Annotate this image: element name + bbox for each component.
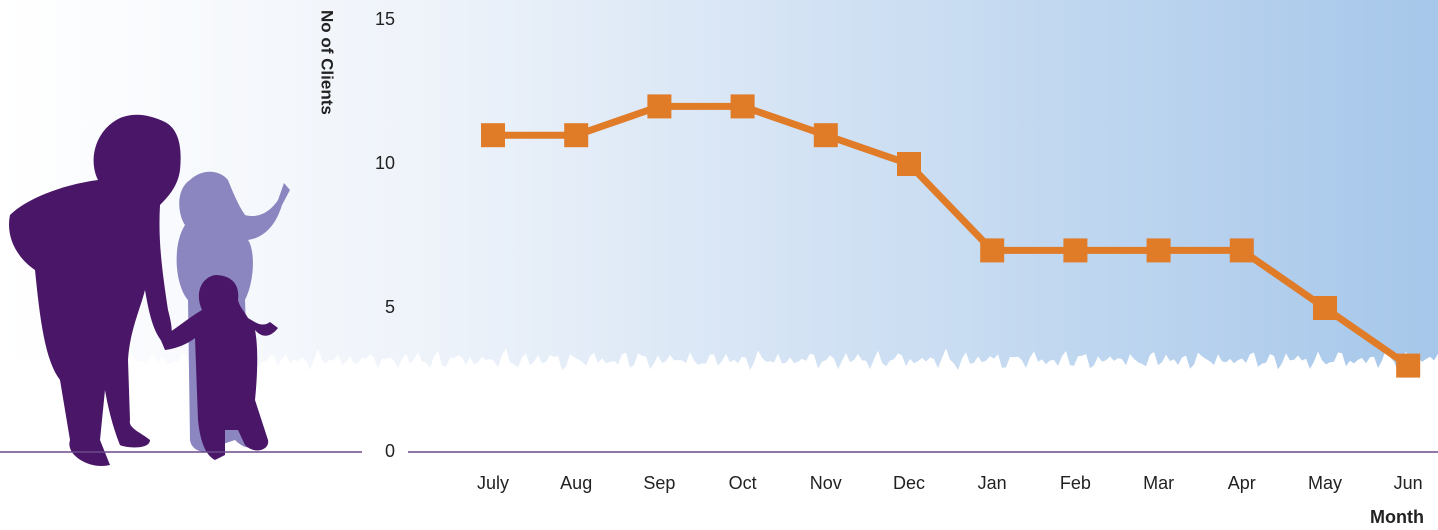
marker — [1063, 238, 1088, 263]
marker — [564, 123, 589, 148]
y-tick-label: 10 — [375, 153, 395, 173]
x-tick-label: Mar — [1143, 473, 1174, 493]
marker — [481, 123, 505, 148]
y-tick-label: 0 — [385, 441, 395, 461]
x-tick-label: Oct — [729, 473, 757, 493]
x-tick-label: Jan — [978, 473, 1007, 493]
marker — [1396, 353, 1421, 378]
x-axis-label: Month — [1370, 507, 1424, 527]
marker — [1229, 238, 1254, 263]
x-tick-label: Dec — [893, 473, 925, 493]
marker — [1313, 296, 1337, 320]
x-tick-label: Feb — [1060, 473, 1091, 493]
x-tick-label: Nov — [810, 473, 842, 493]
x-tick-label: Apr — [1228, 473, 1256, 493]
marker — [980, 238, 1005, 263]
marker — [647, 94, 672, 119]
y-axis-label: No of Clients — [318, 10, 337, 115]
x-tick-label: July — [477, 473, 509, 493]
y-tick-label: 15 — [375, 9, 395, 29]
line — [493, 102, 1411, 369]
silhouettes — [9, 114, 290, 466]
y-tick-label: 5 — [385, 297, 395, 317]
x-tick-label: May — [1308, 473, 1342, 493]
marker — [730, 94, 755, 119]
x-tick-label: Jun — [1394, 473, 1423, 493]
x-tick-label: Sep — [643, 473, 675, 493]
x-tick-label: Aug — [560, 473, 592, 493]
marker — [1146, 238, 1171, 263]
marker — [897, 152, 921, 176]
background — [0, 0, 1438, 372]
marker — [813, 123, 838, 148]
